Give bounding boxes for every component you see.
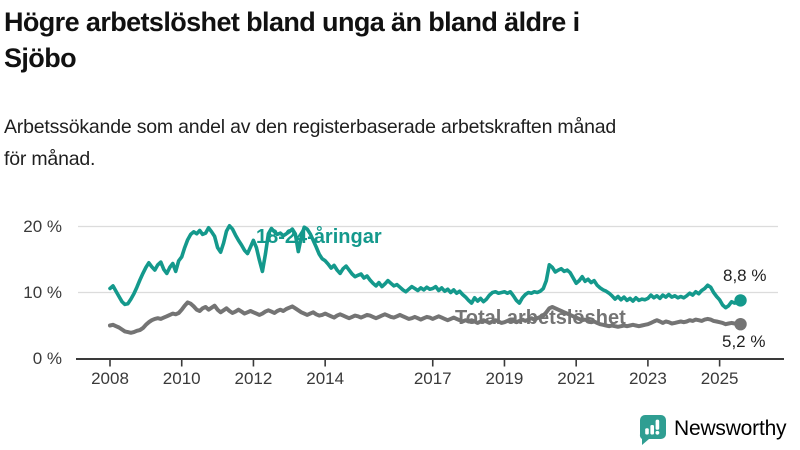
chart-title-line2: Sjöbo [4, 43, 77, 73]
x-tick-label: 2019 [485, 369, 524, 388]
chart-title: Högre arbetslöshet bland unga än bland ä… [4, 4, 784, 76]
x-tick-label: 2008 [91, 369, 129, 388]
x-tick-label: 2023 [628, 369, 667, 388]
x-tick-label: 2021 [557, 369, 596, 388]
x-tick-label: 2017 [413, 369, 452, 388]
x-tick-label: 2012 [234, 369, 273, 388]
speech-bubble-bar-chart-icon [639, 414, 666, 445]
chart-subtitle-line2: för månad. [4, 148, 96, 170]
y-tick-label: 10 % [23, 282, 62, 302]
end-value-youth: 8,8 % [723, 266, 767, 285]
newsworthy-logo: Newsworthy [638, 413, 787, 445]
y-tick-label: 0 % [32, 348, 62, 368]
series-label-total: Total arbetslöshet [455, 307, 626, 329]
chart-title-line1: Högre arbetslöshet bland unga än bland ä… [4, 7, 580, 37]
x-tick-label: 2010 [162, 369, 201, 388]
series-label-youth: 18-24-åringar [256, 226, 382, 248]
chart-subtitle-line1: Arbetssökande som andel av den registerb… [4, 116, 617, 138]
y-tick-label: 20 % [23, 216, 62, 236]
end-value-total: 5,2 % [722, 332, 766, 351]
chart-subtitle: Arbetssökande som andel av den registerb… [4, 111, 794, 175]
newsworthy-wordmark: Newsworthy [674, 417, 787, 440]
x-tick-label: 2014 [306, 369, 345, 388]
x-tick-label: 2025 [700, 369, 739, 388]
